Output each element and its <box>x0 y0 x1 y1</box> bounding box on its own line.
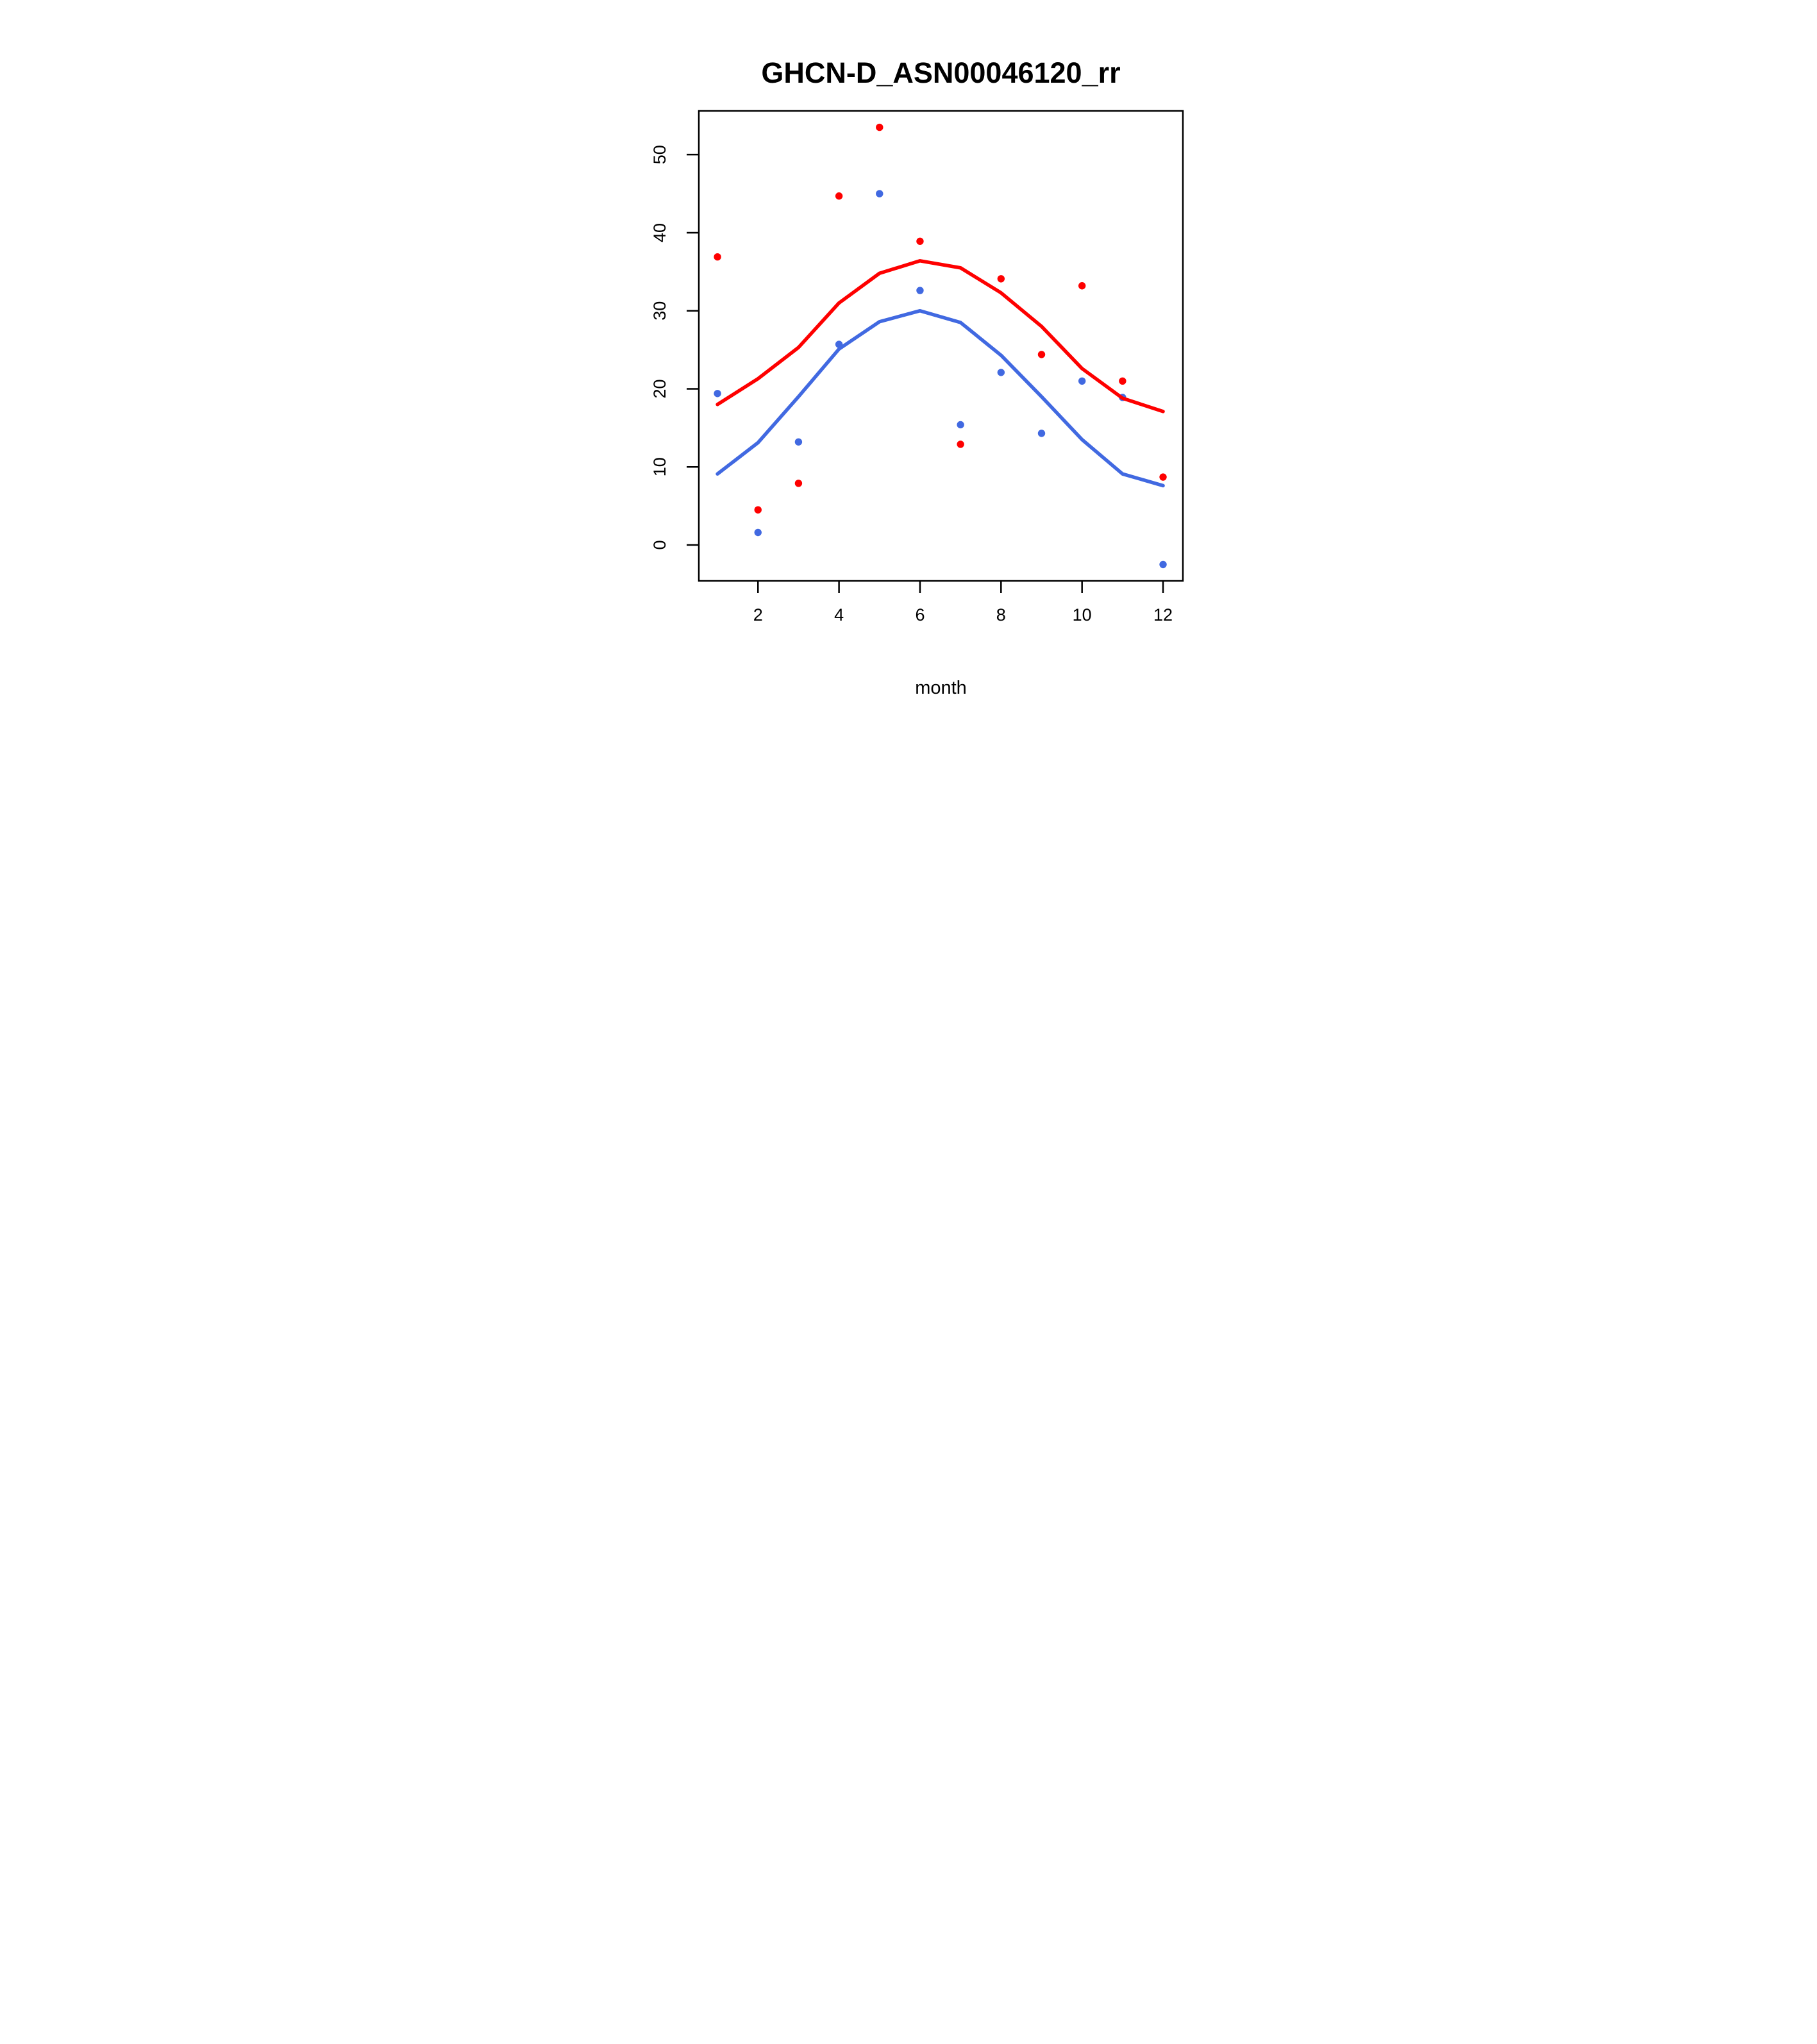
blue-points-point <box>1037 430 1046 437</box>
chart: GHCN-D_ASN00046120_rr 2 4 6 8 10 12 0 10 20 30 40 5… <box>588 0 1229 721</box>
blue-points-point <box>916 287 924 294</box>
red-points-point <box>876 123 883 131</box>
blue-points-point <box>714 390 721 398</box>
red-points-point <box>835 192 843 200</box>
blue-line <box>716 308 1165 488</box>
y-tick-label: 50 <box>650 145 669 164</box>
blue-points-point <box>957 421 964 429</box>
red-points-point <box>794 480 803 487</box>
blue-points-point <box>754 528 762 537</box>
blue-points-point <box>1159 560 1167 569</box>
x-tick-label: 4 <box>834 605 844 624</box>
red-points-point <box>1159 473 1167 481</box>
red-points-point <box>1078 282 1086 290</box>
red-points-point <box>1119 377 1126 385</box>
red-points-point <box>997 275 1005 283</box>
x-tick-label: 10 <box>1073 605 1092 624</box>
x-tick-label: 12 <box>1153 605 1173 624</box>
blue-points-point <box>1078 377 1086 385</box>
red-points-point <box>957 440 964 448</box>
blue-points-point <box>876 190 883 197</box>
x-tick-label: 8 <box>996 605 1006 624</box>
blue-points-point <box>835 340 843 348</box>
red-points-point <box>1037 351 1046 358</box>
y-tick-label: 10 <box>650 457 669 476</box>
x-tick-label: 2 <box>753 605 763 624</box>
y-tick-label: 30 <box>650 301 669 321</box>
y-tick-label: 0 <box>650 540 669 549</box>
blue-points-point <box>794 438 803 446</box>
y-tick-label: 40 <box>650 223 669 242</box>
red-points-point <box>714 253 721 261</box>
blue-points-point <box>997 369 1005 376</box>
x-tick-label: 6 <box>915 605 925 624</box>
red-line <box>716 259 1165 414</box>
red-points-point <box>754 506 762 514</box>
red-points-point <box>916 237 924 246</box>
plot-frame <box>698 110 1184 582</box>
x-axis-label: month <box>915 678 967 698</box>
chart-title: GHCN-D_ASN00046120_rr <box>761 56 1121 89</box>
y-tick-label: 20 <box>650 379 669 398</box>
plot-area: 2 4 6 8 10 12 0 10 20 30 40 50 month <box>650 110 1184 698</box>
